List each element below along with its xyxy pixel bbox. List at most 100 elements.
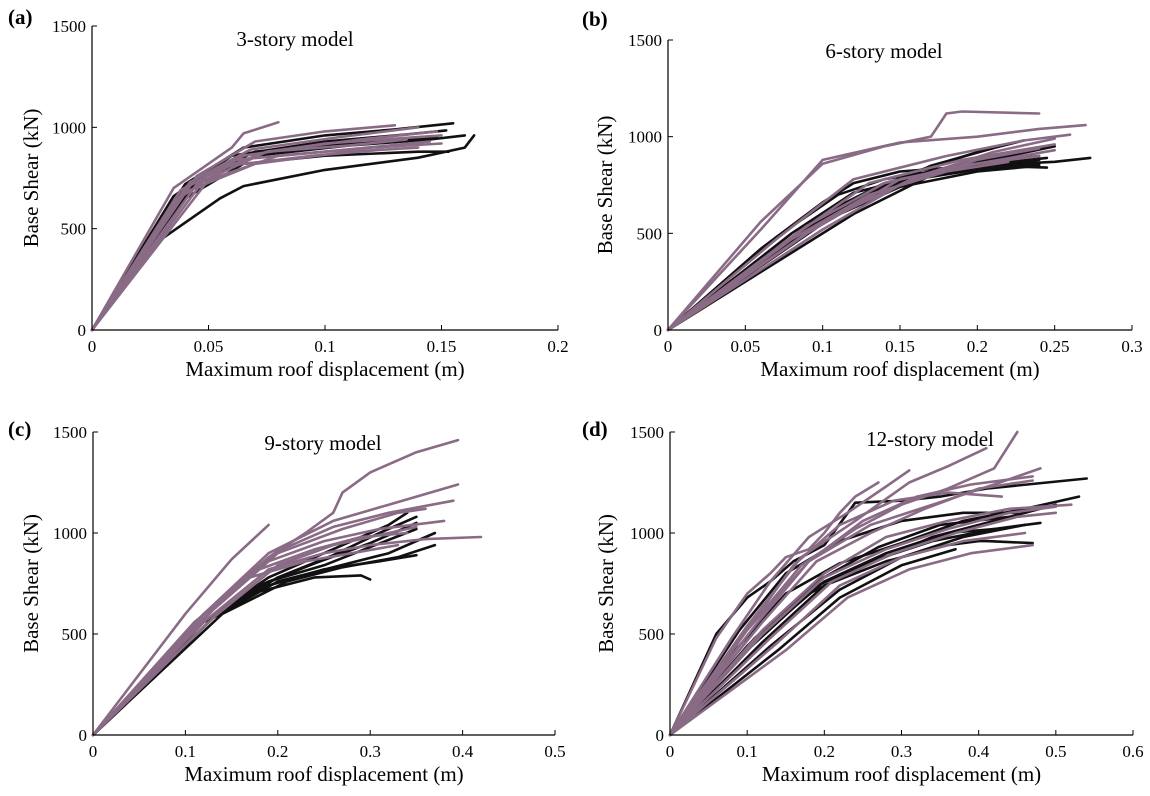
series-line-mauve [666, 110, 1041, 332]
x-tick-label: 0.2 [547, 337, 568, 356]
series-line-mauve [666, 154, 1041, 332]
series-line-mauve [668, 491, 1004, 737]
y-tick-label: 1000 [628, 128, 662, 147]
x-tick-label: 0.2 [267, 742, 288, 761]
x-tick-label: 0.3 [1121, 337, 1142, 356]
series-line-black [666, 156, 1049, 332]
series-line-mauve [90, 134, 443, 332]
x-axis-title: Maximum roof displacement (m) [760, 357, 1039, 381]
series-line-black [91, 521, 418, 737]
x-tick-label: 0.5 [1045, 742, 1066, 761]
y-tick-label: 500 [61, 220, 87, 239]
x-tick-label: 0.3 [891, 742, 912, 761]
series-line-mauve [91, 525, 418, 737]
chart-panel-4: 0 0.1 0.2 0.3 0.4 0.5 0.6 0 500 1000 1500 Maximum r… [582, 417, 1144, 786]
y-tick-label: 500 [637, 224, 663, 243]
series-line-black [90, 134, 476, 332]
series-line-black [666, 145, 1056, 332]
x-tick-label: 0.4 [968, 742, 990, 761]
y-tick-label: 1500 [630, 423, 664, 442]
chart-panel-1: 0 0.05 0.1 0.15 0.2 0 500 1000 1500 Maximum roof … [8, 5, 569, 381]
x-axis-title: Maximum roof displacement (m) [185, 357, 464, 381]
y-tick-label: 0 [656, 726, 665, 745]
series-line-mauve [91, 531, 409, 737]
x-tick-label: 0 [88, 337, 97, 356]
x-tick-label: 0.05 [730, 337, 760, 356]
series-line-mauve [668, 446, 988, 737]
x-tick-label: 0.1 [314, 337, 335, 356]
series-line-mauve [90, 146, 420, 332]
y-tick-label: 1000 [630, 524, 664, 543]
series-line-black [91, 543, 437, 737]
x-tick-label: 0.2 [814, 742, 835, 761]
series-line-mauve [90, 121, 280, 332]
series-line-mauve [666, 123, 1087, 332]
x-tick-label: 0.3 [360, 742, 381, 761]
x-tick-label: 0.5 [544, 742, 565, 761]
series-line-mauve [666, 147, 1041, 332]
series-line-mauve [90, 140, 432, 332]
x-tick-label: 0 [666, 742, 675, 761]
series-line-mauve [91, 543, 400, 737]
y-tick-label: 1500 [53, 423, 87, 442]
series-line-mauve [668, 503, 1073, 737]
x-tick-label: 0.1 [812, 337, 833, 356]
chart-panel-2: 0 0.05 0.1 0.15 0.2 0.25 0.3 0 500 1000 1500 Maximu… [582, 7, 1143, 381]
series-line-mauve [666, 143, 1056, 332]
x-tick-label: 0.1 [737, 742, 758, 761]
series-line-mauve [668, 505, 1058, 737]
chart-panel-3: 0 0.1 0.2 0.3 0.4 0.5 0 500 1000 1500 Maximum roof… [8, 417, 566, 786]
x-tick-label: 0.4 [452, 742, 474, 761]
series-line-mauve [666, 160, 1010, 332]
y-tick-label: 0 [654, 321, 663, 340]
x-axis-title: Maximum roof displacement (m) [184, 762, 463, 786]
series-line-black [668, 547, 957, 737]
x-tick-label: 0 [664, 337, 673, 356]
series-line-mauve [668, 543, 1034, 737]
y-tick-label: 1500 [628, 31, 662, 50]
series-line-mauve [90, 148, 385, 332]
y-axis-title: Base Shear (kN) [593, 116, 617, 255]
y-tick-label: 500 [639, 625, 665, 644]
y-tick-label: 1000 [53, 524, 87, 543]
chart-title: 9-story model [264, 431, 381, 455]
series-line-mauve [668, 475, 1034, 737]
x-tick-label: 0.2 [967, 337, 988, 356]
x-tick-label: 0.15 [885, 337, 915, 356]
series-line-mauve [91, 507, 427, 737]
y-tick-label: 0 [78, 321, 87, 340]
x-tick-label: 0.1 [175, 742, 196, 761]
panel-label: (a) [8, 5, 33, 29]
x-tick-label: 0.6 [1122, 742, 1143, 761]
series-line-black [666, 158, 1041, 332]
panel-label: (d) [582, 417, 608, 441]
x-tick-label: 0.25 [1040, 337, 1070, 356]
series-line-mauve [668, 479, 1034, 737]
x-tick-label: 0.05 [194, 337, 224, 356]
y-axis-title: Base Shear (kN) [19, 514, 43, 653]
x-axis-title: Maximum roof displacement (m) [762, 762, 1041, 786]
series-line-mauve [668, 511, 1058, 737]
series-line-mauve [668, 469, 911, 737]
series-line-black [668, 523, 1027, 737]
panel-label: (b) [582, 7, 608, 31]
series-line-black [90, 136, 439, 332]
series-line-mauve [91, 523, 270, 737]
y-axis-title: Base Shear (kN) [19, 109, 43, 248]
x-tick-label: 0.15 [427, 337, 457, 356]
y-tick-label: 500 [62, 625, 88, 644]
y-tick-label: 1000 [52, 118, 86, 137]
y-tick-label: 0 [79, 726, 88, 745]
series-line-mauve [668, 531, 1027, 737]
chart-title: 6-story model [825, 39, 942, 63]
series-line-black [666, 154, 1010, 332]
series-line-black [666, 158, 1041, 332]
chart-title: 3-story model [236, 27, 353, 51]
y-axis-title: Base Shear (kN) [594, 514, 618, 653]
series-line-black [668, 511, 1019, 737]
panel-label: (c) [8, 417, 31, 441]
x-tick-label: 0 [89, 742, 98, 761]
series-line-mauve [90, 138, 408, 332]
series-line-black [666, 156, 1092, 332]
